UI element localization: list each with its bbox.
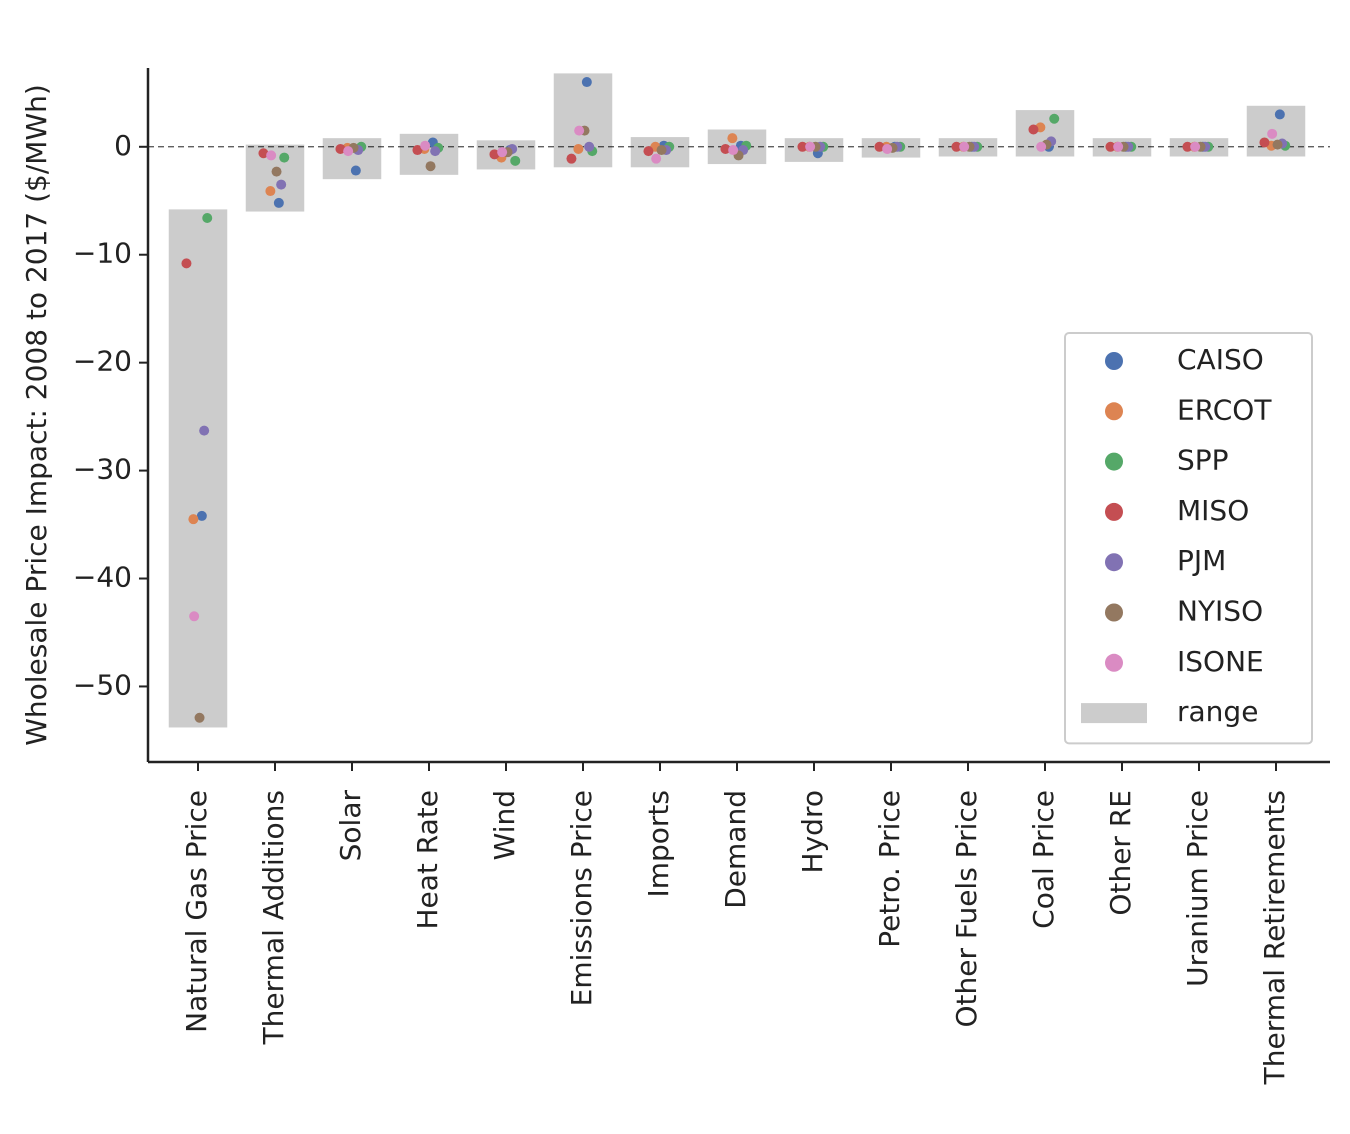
data-point [882, 143, 893, 154]
data-point [430, 146, 441, 157]
data-point [727, 133, 738, 144]
data-point [1259, 137, 1270, 148]
data-point [489, 149, 500, 160]
legend-label: SPP [1177, 444, 1229, 477]
x-tick-label: Petro. Price [873, 790, 906, 948]
data-point [720, 143, 731, 154]
data-point [276, 179, 287, 190]
y-tick-label: −30 [73, 453, 132, 486]
data-point [510, 155, 521, 166]
x-tick-label: Emissions Price [565, 790, 598, 1006]
x-tick-label: Solar [334, 790, 367, 862]
data-point [574, 125, 585, 136]
legend-label: ISONE [1177, 645, 1264, 678]
data-point [1274, 109, 1285, 120]
x-tick-label: Coal Price [1027, 790, 1060, 929]
data-point [343, 146, 354, 157]
y-tick-label: −40 [73, 561, 132, 594]
data-point [266, 150, 277, 161]
y-tick-label: −10 [73, 237, 132, 270]
legend-marker [1081, 703, 1147, 724]
data-point [1182, 141, 1193, 152]
legend-label: MISO [1177, 494, 1249, 527]
data-point [350, 165, 361, 176]
x-tick-label: Thermal Retirements [1258, 790, 1291, 1085]
data-point [959, 141, 970, 152]
legend-marker [1105, 553, 1123, 572]
data-point [1272, 139, 1283, 150]
data-point [651, 153, 662, 164]
data-point [805, 141, 816, 152]
data-point [566, 153, 577, 164]
data-point [1049, 113, 1060, 124]
data-point [194, 712, 205, 723]
data-point [1113, 141, 1124, 152]
data-point [271, 166, 282, 177]
y-tick-label: −20 [73, 345, 132, 378]
legend-label: CAISO [1177, 343, 1264, 376]
legend-box [1064, 332, 1313, 745]
data-point [643, 146, 654, 157]
data-point [412, 145, 423, 156]
data-point [951, 141, 962, 152]
legend-marker [1105, 603, 1123, 622]
legend-marker [1105, 653, 1123, 672]
data-point [656, 145, 667, 156]
data-point [797, 141, 808, 152]
y-axis-label: Wholesale Price Impact: 2008 to 2017 ($/… [20, 84, 53, 746]
data-point [188, 514, 199, 525]
y-tick-label: −50 [73, 668, 132, 701]
data-point [279, 152, 290, 163]
data-point [497, 147, 508, 158]
data-point [425, 161, 436, 172]
data-point [335, 143, 346, 154]
legend-label: PJM [1177, 544, 1226, 577]
data-point [874, 141, 885, 152]
data-point [584, 141, 595, 152]
data-point [1036, 141, 1047, 152]
data-point [258, 148, 269, 159]
data-point [199, 425, 210, 436]
x-tick-label: Demand [719, 790, 752, 909]
data-point [728, 145, 739, 156]
legend-marker [1105, 452, 1123, 471]
x-tick-label: Thermal Additions [257, 790, 290, 1045]
x-tick-label: Other Fuels Price [950, 790, 983, 1028]
data-point [1267, 128, 1278, 139]
range-bar [553, 73, 613, 168]
data-point [581, 77, 592, 88]
data-point [1028, 124, 1039, 135]
legend-marker [1105, 352, 1123, 370]
data-point [181, 258, 192, 269]
range-bar [168, 209, 228, 728]
legend-label: ERCOT [1177, 393, 1272, 426]
legend-marker [1105, 502, 1123, 521]
data-point [1105, 141, 1116, 152]
data-point [202, 213, 213, 224]
data-point [420, 140, 431, 151]
data-point [573, 143, 584, 154]
x-tick-label: Hydro [796, 790, 829, 873]
legend-marker [1105, 402, 1123, 421]
legend-label: range [1177, 695, 1258, 728]
y-tick-label: 0 [114, 129, 132, 162]
data-point [189, 611, 200, 622]
legend-label: NYISO [1177, 595, 1263, 628]
x-tick-label: Heat Rate [411, 790, 444, 930]
x-tick-label: Wind [488, 790, 521, 860]
x-tick-label: Imports [642, 790, 675, 898]
x-tick-label: Natural Gas Price [180, 790, 213, 1033]
data-point [1190, 141, 1201, 152]
x-tick-label: Uranium Price [1181, 790, 1214, 987]
data-point [273, 197, 284, 208]
data-point [265, 186, 276, 197]
x-tick-label: Other RE [1104, 790, 1137, 916]
data-point [196, 510, 207, 521]
